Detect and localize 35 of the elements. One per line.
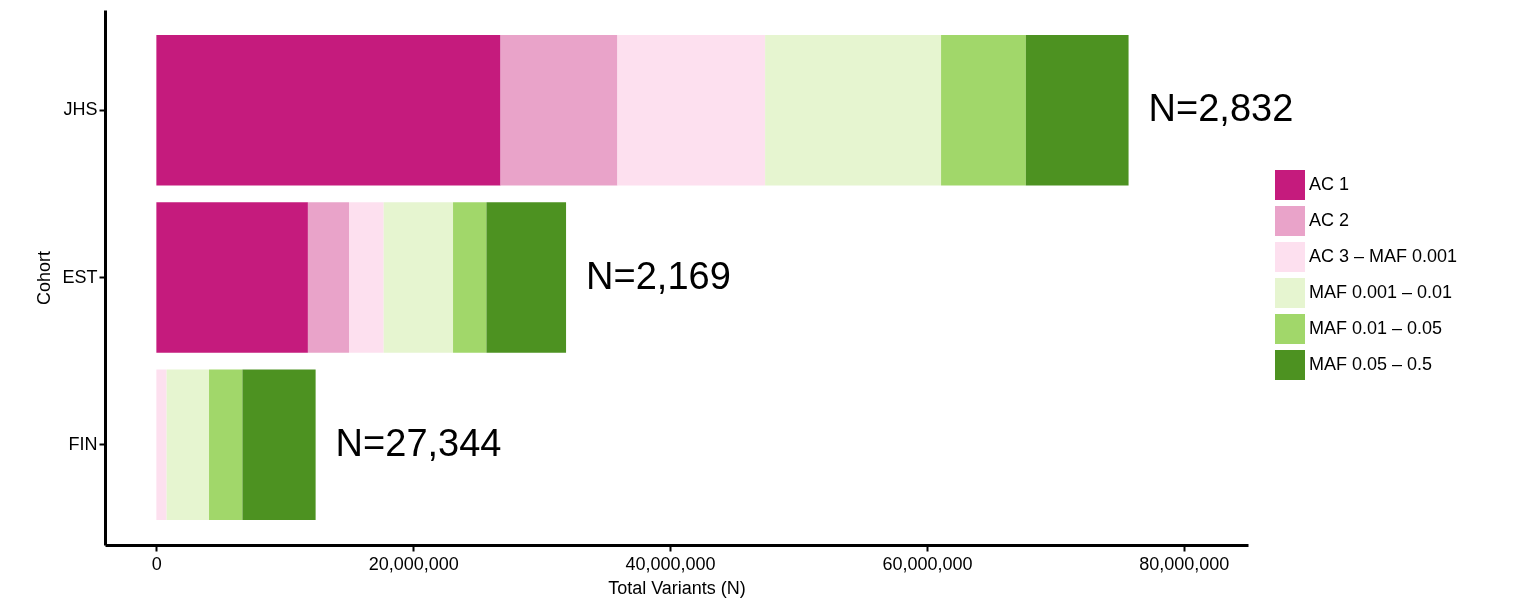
legend-label: AC 3 – MAF 0.001 (1309, 246, 1458, 266)
bar (941, 35, 1026, 186)
bar (617, 35, 766, 186)
x-axis-title: Total Variants (N) (608, 577, 746, 598)
legend-label: MAF 0.001 – 0.01 (1309, 282, 1453, 302)
bar (453, 202, 487, 353)
bar (307, 202, 350, 353)
bar (209, 369, 243, 520)
x-tick-label: 40,000,000 (625, 553, 716, 574)
x-tick-label: 20,000,000 (368, 553, 459, 574)
y-axis-title: Cohort (34, 250, 55, 306)
legend-label: AC 2 (1309, 210, 1350, 230)
legend-label: MAF 0.05 – 0.5 (1309, 354, 1433, 374)
bar (156, 202, 308, 353)
annotation: N=2,832 (1148, 87, 1294, 130)
bar (156, 369, 167, 520)
annotation: N=2,169 (586, 254, 731, 297)
bar (500, 35, 618, 186)
legend-label: AC 1 (1309, 174, 1350, 194)
bar (156, 35, 501, 186)
bar (1025, 35, 1129, 186)
bar (166, 369, 210, 520)
y-tick-label: EST (62, 266, 98, 287)
x-tick-label: 0 (151, 553, 162, 574)
annotation: N=27,344 (335, 421, 502, 464)
x-tick-label: 60,000,000 (882, 553, 973, 574)
bar (383, 202, 454, 353)
legend-label: MAF 0.01 – 0.05 (1309, 318, 1443, 338)
bar (486, 202, 567, 353)
x-tick-label: 80,000,000 (1139, 553, 1230, 574)
bar (349, 202, 384, 353)
bar (765, 35, 942, 186)
y-tick-label: FIN (68, 433, 98, 454)
bar (242, 369, 316, 520)
y-tick-label: JHS (63, 99, 98, 120)
